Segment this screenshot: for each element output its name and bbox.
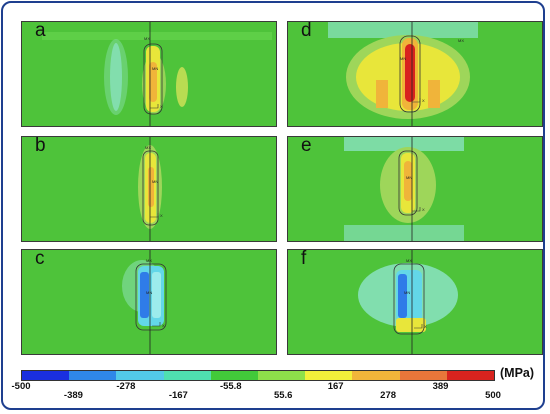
column-outline bbox=[135, 263, 167, 331]
mn-marker: MN bbox=[152, 179, 158, 184]
mn-marker: MN bbox=[404, 290, 410, 295]
color-legend-bar bbox=[21, 370, 495, 381]
color-legend-swatch bbox=[116, 371, 164, 380]
stress-column-core bbox=[398, 274, 407, 318]
color-legend-swatch bbox=[399, 371, 447, 380]
mn-marker: MN bbox=[406, 175, 412, 180]
color-legend-tick-label: -389 bbox=[63, 390, 83, 401]
column-outline bbox=[393, 263, 425, 335]
stress-column-core bbox=[149, 62, 157, 102]
panel-label-f: f bbox=[301, 249, 307, 269]
axis-x-marker: X bbox=[160, 104, 163, 109]
color-legend-tick-label: -167 bbox=[168, 390, 188, 401]
color-legend-swatch bbox=[69, 371, 117, 380]
stress-band-top bbox=[328, 22, 478, 38]
color-legend-tick-label: 389 bbox=[432, 381, 449, 392]
stress-column-right bbox=[152, 272, 161, 318]
panel-f: MX MN X f bbox=[287, 249, 543, 355]
stress-zone-orange-left bbox=[376, 80, 388, 108]
stress-halo-inner bbox=[110, 43, 122, 111]
color-legend-tick-label: 167 bbox=[327, 381, 344, 392]
mx-marker: MX bbox=[146, 258, 152, 263]
axis-x-marker: X bbox=[422, 98, 425, 103]
mn-marker: MN bbox=[152, 66, 158, 71]
color-legend-swatch bbox=[163, 371, 211, 380]
panel-a: MX MN X a bbox=[21, 21, 277, 127]
color-legend-tick-label: 55.6 bbox=[273, 390, 293, 401]
panel-c: MX MN X c bbox=[21, 249, 277, 355]
panel-label-b: b bbox=[35, 136, 46, 156]
color-legend-swatch bbox=[352, 371, 400, 380]
panel-e: MX MN X e bbox=[287, 136, 543, 242]
color-legend-swatch bbox=[210, 371, 259, 380]
mx-marker: MX bbox=[145, 145, 151, 150]
stress-column-core bbox=[148, 167, 154, 207]
color-legend-tick-label: -278 bbox=[116, 381, 136, 392]
panel-label-d: d bbox=[301, 21, 312, 41]
mx-marker: MX bbox=[458, 38, 464, 43]
color-legend-tick-label: 278 bbox=[380, 390, 397, 401]
color-legend-tick-label: -55.8 bbox=[219, 381, 242, 392]
color-legend-swatch bbox=[446, 371, 495, 380]
figure-frame: MX MN X a MX MN X b MX bbox=[1, 1, 545, 410]
axis-x-marker: X bbox=[424, 324, 427, 329]
panel-label-c: c bbox=[35, 249, 45, 269]
coord-triad bbox=[150, 213, 159, 218]
stress-band-bottom bbox=[344, 225, 464, 241]
coord-triad bbox=[412, 98, 421, 103]
stress-zone-far bbox=[176, 67, 188, 107]
legend-unit-label: (MPa) bbox=[500, 366, 535, 380]
stress-column-core bbox=[405, 44, 415, 102]
grid-band bbox=[42, 32, 272, 40]
axis-x-marker: X bbox=[160, 213, 163, 218]
panel-label-a: a bbox=[35, 21, 46, 41]
mx-marker: MX bbox=[406, 258, 412, 263]
color-legend-tick-label: 500 bbox=[485, 390, 501, 401]
stress-zone-orange-right bbox=[428, 80, 440, 108]
color-legend-swatch bbox=[258, 371, 306, 380]
coord-triad bbox=[152, 322, 161, 327]
coord-triad bbox=[412, 207, 421, 212]
stress-column-core bbox=[404, 161, 412, 201]
column-outline bbox=[142, 150, 159, 226]
column-outline bbox=[398, 150, 418, 216]
column-outline bbox=[399, 35, 421, 113]
mn-marker: MN bbox=[146, 290, 152, 295]
stress-band-top bbox=[344, 137, 464, 151]
stress-column-core bbox=[140, 272, 149, 318]
column-outline bbox=[143, 43, 163, 115]
panel-d: MX MN X d bbox=[287, 21, 543, 127]
mx-marker: MX bbox=[144, 36, 150, 41]
color-legend-tick-label: -500 bbox=[11, 381, 31, 392]
axis-x-marker: X bbox=[422, 207, 425, 212]
panel-b: MX MN X b bbox=[21, 136, 277, 242]
color-legend-swatch bbox=[305, 371, 353, 380]
coord-triad bbox=[150, 104, 159, 109]
color-legend-swatch bbox=[22, 371, 70, 380]
panel-label-e: e bbox=[301, 136, 312, 156]
stress-zone-foot bbox=[396, 318, 426, 332]
coord-triad bbox=[414, 324, 423, 329]
mn-marker: MN bbox=[400, 56, 406, 61]
axis-x-marker: X bbox=[162, 323, 165, 328]
